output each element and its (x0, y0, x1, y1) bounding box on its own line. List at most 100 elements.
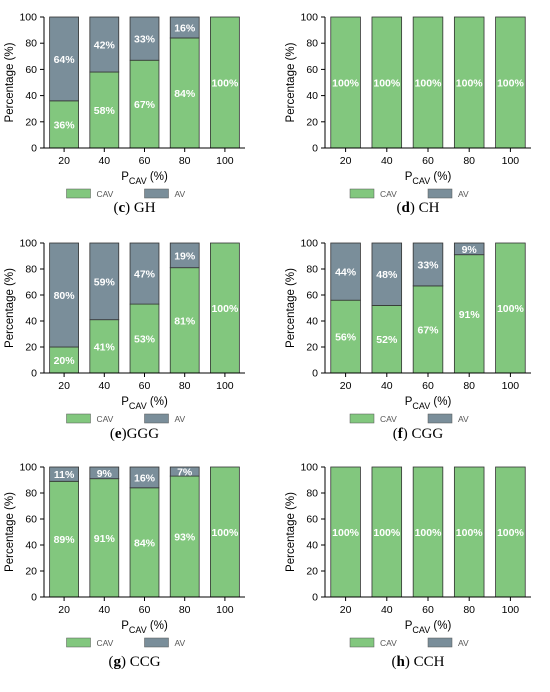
segment-value-label: 56% (335, 332, 357, 344)
x-axis-label: PCAV (%) (121, 171, 168, 186)
x-axis-label: PCAV (%) (405, 620, 452, 635)
cav-bar-segment (371, 466, 403, 598)
chart-panel-1: 36% 64% 58% 42% 67% 33% 84% 16% 100% 0 20 40 60 80 100… (4, 12, 245, 216)
y-tick-label: 60 (25, 514, 37, 526)
cav-bar-segment (210, 242, 240, 374)
segment-value-label: 100% (415, 527, 443, 539)
segment-value-label: 93% (174, 532, 196, 544)
x-tick-label: 100 (216, 155, 234, 167)
x-tick-label: 20 (340, 604, 352, 616)
segment-value-label: 80% (54, 290, 76, 302)
y-axis-label: Percentage (%) (4, 268, 16, 348)
segment-value-label: 59% (94, 276, 116, 288)
legend-cav-swatch (349, 188, 375, 199)
segment-value-label: 47% (134, 269, 156, 281)
legend-av-label: AV (458, 189, 469, 199)
segment-value-label: 100% (211, 527, 239, 539)
cav-bar-segment (89, 319, 120, 374)
x-tick-label: 80 (179, 155, 191, 167)
cav-bar-segment (330, 466, 361, 598)
legend-av-label: AV (175, 638, 186, 648)
segment-value-label: 100% (332, 78, 360, 90)
segment-value-label: 67% (417, 324, 439, 336)
y-tick-label: 80 (306, 264, 318, 276)
av-bar-segment (89, 16, 120, 73)
x-tick-label: 40 (98, 604, 110, 616)
y-tick-label: 0 (31, 368, 37, 380)
cav-bar-segment (453, 16, 485, 149)
cav-bar-segment (330, 299, 361, 374)
legend-av-swatch (144, 188, 169, 199)
y-tick-label: 20 (306, 116, 318, 128)
x-tick-label: 100 (502, 604, 520, 616)
x-axis-label: PCAV (%) (405, 396, 452, 411)
segment-value-label: 9% (462, 244, 478, 256)
cav-bar-segment (89, 478, 120, 598)
y-tick-label: 60 (25, 290, 37, 302)
segment-value-label: 81% (174, 315, 196, 327)
y-axis-label: Percentage (%) (285, 42, 297, 122)
x-tick-label: 80 (463, 604, 475, 616)
av-bar-segment (49, 466, 79, 482)
y-tick-label: 80 (25, 488, 37, 500)
segment-value-label: 100% (211, 78, 239, 90)
y-tick-label: 60 (306, 64, 318, 76)
legend-cav-label: CAV (97, 189, 114, 199)
av-bar-segment (89, 466, 120, 480)
segment-value-label: 100% (456, 78, 484, 90)
cav-bar-segment (495, 242, 526, 374)
y-tick-label: 100 (300, 462, 318, 474)
x-tick-label: 80 (179, 604, 191, 616)
y-tick-label: 60 (306, 290, 318, 302)
x-tick-label: 20 (340, 380, 352, 392)
y-tick-label: 60 (306, 514, 318, 526)
y-tick-label: 0 (31, 143, 37, 155)
x-tick-label: 40 (381, 155, 393, 167)
y-axis-label: Percentage (%) (4, 42, 16, 122)
x-tick-label: 80 (463, 155, 475, 167)
legend-av-label: AV (175, 414, 186, 424)
cav-bar-segment (210, 466, 240, 598)
y-tick-label: 0 (31, 592, 37, 604)
cav-bar-segment (371, 16, 403, 149)
segment-value-label: 7% (177, 467, 193, 479)
legend-cav-label: CAV (380, 638, 397, 648)
y-tick-label: 60 (25, 64, 37, 76)
cav-bar-segment (495, 466, 526, 598)
y-tick-label: 100 (300, 238, 318, 250)
y-tick-label: 0 (312, 592, 318, 604)
x-tick-label: 40 (98, 155, 110, 167)
cav-bar-segment (169, 267, 200, 374)
av-bar-segment (169, 242, 200, 269)
y-tick-label: 40 (25, 90, 37, 102)
segment-value-label: 84% (174, 88, 196, 100)
cav-bar-segment (412, 466, 444, 598)
segment-value-label: 9% (97, 468, 113, 480)
y-tick-label: 20 (25, 116, 37, 128)
panel-caption: (f) CGG (393, 426, 444, 442)
cav-bar-segment (412, 16, 444, 149)
segment-value-label: 84% (134, 537, 156, 549)
cav-bar-segment (49, 346, 79, 374)
chart-panel-5: 89% 11% 91% 9% 84% 16% 93% 7% 100% 0 20 40 60 80 100 20… (4, 462, 245, 670)
segment-value-label: 100% (373, 78, 401, 90)
panel-caption: (c) GH (113, 200, 155, 216)
y-tick-label: 0 (312, 368, 318, 380)
segment-value-label: 11% (54, 469, 75, 481)
cav-bar-segment (169, 475, 200, 598)
x-tick-label: 40 (98, 380, 110, 392)
x-tick-label: 100 (216, 604, 234, 616)
y-tick-label: 40 (306, 316, 318, 328)
panel-caption: (g) CCG (108, 654, 160, 670)
av-bar-segment (330, 242, 361, 301)
x-axis-label: PCAV (%) (121, 396, 168, 411)
cav-bar-segment (210, 16, 240, 149)
x-tick-label: 40 (381, 380, 393, 392)
x-tick-label: 60 (139, 380, 151, 392)
x-tick-label: 100 (502, 155, 520, 167)
legend-av-label: AV (458, 638, 469, 648)
cav-bar-segment (371, 304, 403, 374)
segment-value-label: 91% (94, 533, 116, 545)
segment-value-label: 20% (54, 355, 76, 367)
